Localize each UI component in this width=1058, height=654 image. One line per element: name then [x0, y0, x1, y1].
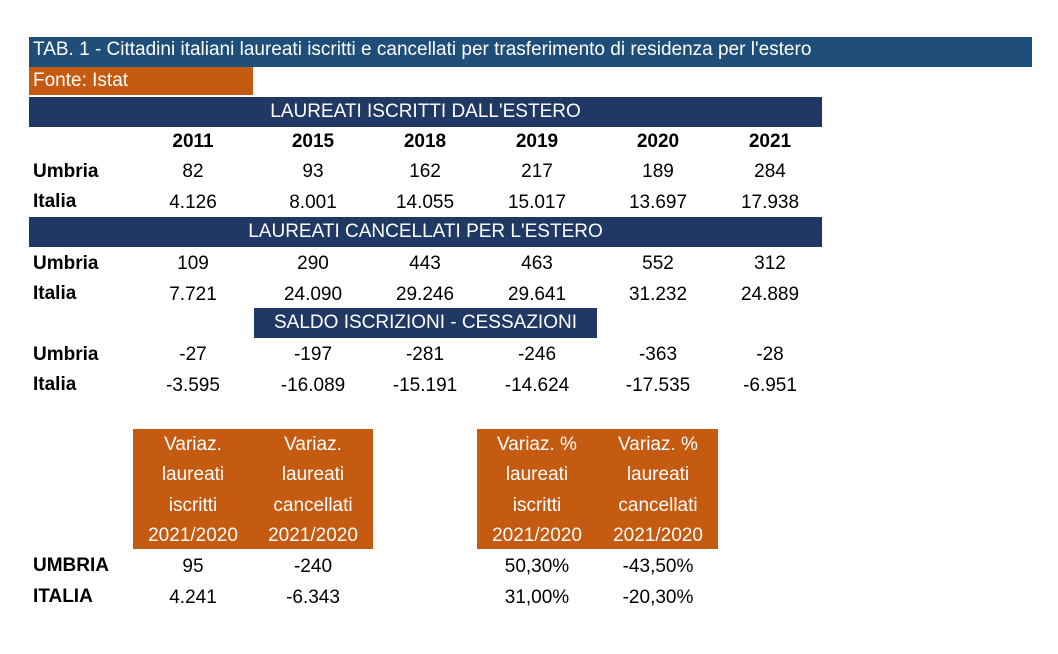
- year-header: 2021: [748, 131, 792, 152]
- table-cell: -197: [293, 344, 333, 365]
- table-cell: 8.001: [289, 192, 337, 213]
- table-cell: -20,30%: [622, 587, 694, 608]
- row-label: Italia: [33, 191, 77, 212]
- row-label: Umbria: [33, 344, 99, 365]
- table-cell: 93: [302, 161, 324, 182]
- table-cell: 4.126: [169, 192, 217, 213]
- year-header: 2015: [291, 131, 335, 152]
- variation-header-line: 2021/2020: [613, 525, 703, 546]
- variation-header-line: iscritti: [512, 495, 562, 516]
- year-header: 2018: [403, 131, 447, 152]
- table-cell: 31,00%: [504, 587, 570, 608]
- variation-header-line: Variaz.: [164, 434, 222, 455]
- table-cell: -246: [517, 344, 557, 365]
- table-cell: 284: [754, 161, 786, 182]
- table-cell: 463: [521, 253, 553, 274]
- section-band-cancellati: LAUREATI CANCELLATI PER L'ESTERO: [29, 217, 822, 247]
- year-header: 2011: [172, 131, 214, 152]
- variation-pct-header-block: [477, 429, 718, 549]
- variation-header-line: 2021/2020: [148, 525, 238, 546]
- table-cell: 189: [642, 161, 674, 182]
- row-label: Italia: [33, 283, 77, 304]
- variation-header-line: Variaz. %: [618, 434, 698, 455]
- table-cell: 7.721: [169, 284, 217, 305]
- variation-header-line: laureati: [626, 464, 690, 485]
- variation-header-line: laureati: [161, 464, 225, 485]
- table-cell: -16.089: [280, 375, 346, 396]
- row-label: ITALIA: [33, 586, 93, 607]
- table-cell: 29.641: [507, 284, 567, 305]
- table-cell: 31.232: [628, 284, 688, 305]
- variation-header-line: laureati: [505, 464, 569, 485]
- table-cell: 82: [182, 161, 204, 182]
- variation-header-line: 2021/2020: [492, 525, 582, 546]
- table-cell: 29.246: [395, 284, 455, 305]
- table-cell: -27: [179, 344, 207, 365]
- table-cell: -281: [405, 344, 445, 365]
- table-cell: -28: [756, 344, 784, 365]
- table-cell: 4.241: [169, 587, 217, 608]
- title-bar: [29, 37, 1032, 67]
- table-cell: 14.055: [395, 192, 455, 213]
- variation-header-line: Variaz.: [284, 434, 342, 455]
- table-cell: -14.624: [504, 375, 570, 396]
- table-cell: 17.938: [740, 192, 800, 213]
- year-header: 2020: [636, 131, 680, 152]
- section-heading-cancellati: LAUREATI CANCELLATI PER L'ESTERO: [248, 221, 603, 242]
- table-cell: 24.889: [740, 284, 800, 305]
- table-cell: 95: [182, 556, 204, 577]
- table-cell: 162: [409, 161, 441, 182]
- table-cell: 443: [409, 253, 441, 274]
- table-cell: 217: [521, 161, 553, 182]
- row-label: Umbria: [33, 161, 99, 182]
- section-heading-iscritti: LAUREATI ISCRITTI DALL'ESTERO: [270, 101, 581, 122]
- section-band-iscritti: LAUREATI ISCRITTI DALL'ESTERO: [29, 97, 822, 127]
- variation-header-line: laureati: [281, 464, 345, 485]
- table-cell: -43,50%: [622, 556, 694, 577]
- table-cell: -6.343: [286, 587, 340, 608]
- variation-header-line: cancellati: [273, 495, 353, 516]
- table-cell: 24.090: [283, 284, 343, 305]
- table-cell: 13.697: [628, 192, 688, 213]
- table-cell: 552: [642, 253, 674, 274]
- section-heading-saldo: SALDO ISCRIZIONI - CESSAZIONI: [274, 312, 577, 333]
- table-cell: -3.595: [166, 375, 220, 396]
- table-cell: 109: [177, 253, 209, 274]
- table-cell: 290: [297, 253, 329, 274]
- row-label: Umbria: [33, 253, 99, 274]
- table-cell: -240: [293, 556, 333, 577]
- table-cell: 312: [754, 253, 786, 274]
- row-label: Italia: [33, 374, 77, 395]
- year-header: 2019: [515, 131, 559, 152]
- table-cell: -363: [638, 344, 678, 365]
- variation-abs-header-block: [133, 429, 373, 549]
- table-cell: -6.951: [743, 375, 797, 396]
- table-cell: -17.535: [625, 375, 691, 396]
- table-cell: -15.191: [392, 375, 458, 396]
- table-title: TAB. 1 - Cittadini italiani laureati isc…: [33, 39, 812, 60]
- table-cell: 50,30%: [504, 556, 570, 577]
- section-band-saldo: SALDO ISCRIZIONI - CESSAZIONI: [254, 308, 597, 338]
- table-cell: 15.017: [507, 192, 567, 213]
- variation-header-line: Variaz. %: [497, 434, 577, 455]
- variation-header-line: iscritti: [168, 495, 218, 516]
- source-bar: [29, 67, 253, 95]
- row-label: UMBRIA: [33, 555, 109, 576]
- variation-header-line: cancellati: [618, 495, 698, 516]
- source-label: Fonte: Istat: [33, 70, 129, 91]
- variation-header-line: 2021/2020: [268, 525, 358, 546]
